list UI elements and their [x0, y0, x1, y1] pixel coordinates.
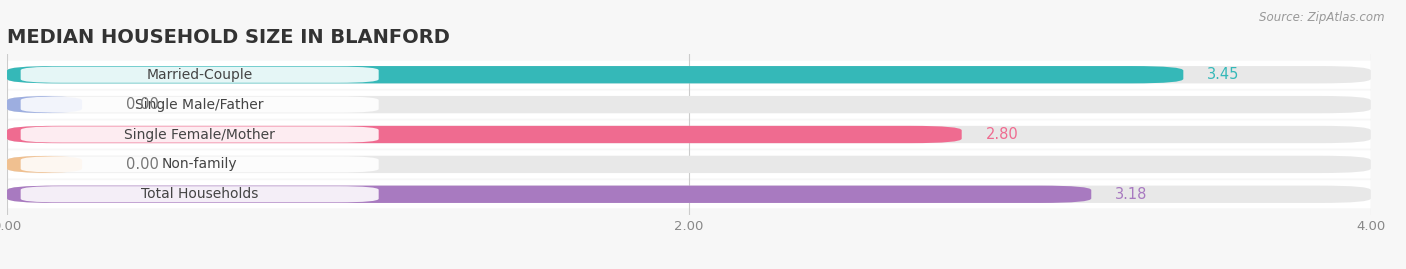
FancyBboxPatch shape — [21, 156, 378, 172]
FancyBboxPatch shape — [21, 126, 378, 143]
Text: 0.00: 0.00 — [127, 97, 159, 112]
FancyBboxPatch shape — [21, 97, 378, 113]
Text: 0.00: 0.00 — [127, 157, 159, 172]
FancyBboxPatch shape — [7, 186, 1371, 203]
FancyBboxPatch shape — [7, 180, 1371, 208]
Text: 3.45: 3.45 — [1208, 67, 1240, 82]
FancyBboxPatch shape — [7, 61, 1371, 89]
FancyBboxPatch shape — [7, 150, 1371, 178]
Text: Single Female/Mother: Single Female/Mother — [124, 128, 276, 141]
Text: 3.18: 3.18 — [1115, 187, 1147, 202]
FancyBboxPatch shape — [7, 66, 1184, 83]
FancyBboxPatch shape — [7, 121, 1371, 148]
FancyBboxPatch shape — [21, 67, 378, 83]
FancyBboxPatch shape — [7, 96, 1371, 113]
FancyBboxPatch shape — [7, 126, 962, 143]
FancyBboxPatch shape — [7, 126, 1371, 143]
Text: 2.80: 2.80 — [986, 127, 1018, 142]
Text: Source: ZipAtlas.com: Source: ZipAtlas.com — [1260, 11, 1385, 24]
FancyBboxPatch shape — [7, 96, 82, 113]
Text: Married-Couple: Married-Couple — [146, 68, 253, 82]
FancyBboxPatch shape — [7, 66, 1371, 83]
FancyBboxPatch shape — [7, 156, 1371, 173]
Text: Total Households: Total Households — [141, 187, 259, 201]
FancyBboxPatch shape — [7, 91, 1371, 119]
Text: Non-family: Non-family — [162, 157, 238, 171]
FancyBboxPatch shape — [7, 156, 82, 173]
Text: Single Male/Father: Single Male/Father — [135, 98, 264, 112]
FancyBboxPatch shape — [21, 186, 378, 202]
Text: MEDIAN HOUSEHOLD SIZE IN BLANFORD: MEDIAN HOUSEHOLD SIZE IN BLANFORD — [7, 28, 450, 47]
FancyBboxPatch shape — [7, 186, 1091, 203]
